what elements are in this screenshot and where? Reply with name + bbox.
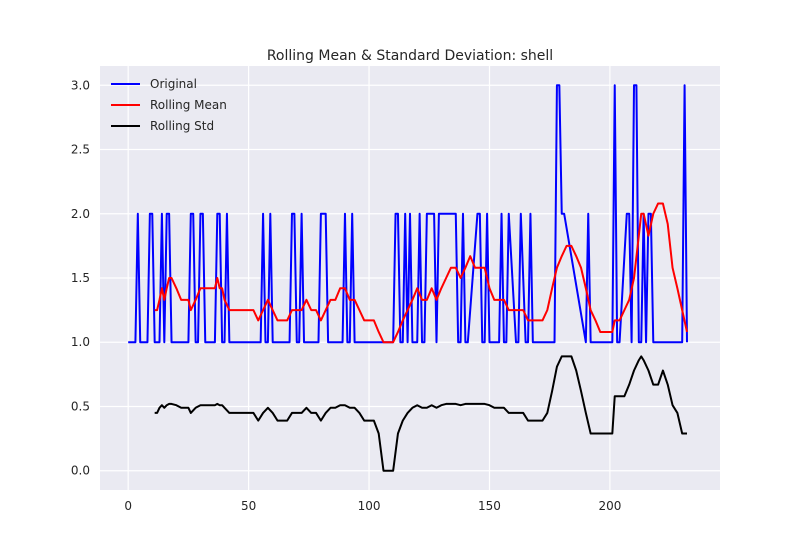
legend-label-rolling-mean: Rolling Mean — [150, 98, 227, 112]
y-tick-label: 0.5 — [71, 399, 90, 413]
x-tick-label: 50 — [241, 499, 256, 513]
legend: Original Rolling Mean Rolling Std — [111, 77, 227, 133]
x-tick-label: 150 — [478, 499, 501, 513]
x-tick-label: 0 — [124, 499, 132, 513]
y-tick-label: 0.0 — [71, 464, 90, 478]
series-line-rolling-mean — [154, 202, 688, 344]
y-tick-label: 1.5 — [71, 271, 90, 285]
x-tick-label: 100 — [358, 499, 381, 513]
chart-title: Rolling Mean & Standard Deviation: shell — [267, 48, 553, 64]
legend-label-original: Original — [150, 77, 197, 91]
series-line-rolling-std — [154, 355, 687, 472]
legend-label-rolling-std: Rolling Std — [150, 119, 214, 133]
series-layer — [128, 84, 688, 472]
x-tick-label: 200 — [598, 499, 621, 513]
y-tick-label: 1.0 — [71, 335, 90, 349]
y-tick-label: 3.0 — [71, 78, 90, 92]
y-tick-label: 2.5 — [71, 143, 90, 157]
y-tick-label: 2.0 — [71, 207, 90, 221]
x-tick-labels: 0 50 100 150 200 — [124, 499, 621, 513]
y-tick-labels: 0.0 0.5 1.0 1.5 2.0 2.5 3.0 — [71, 78, 90, 477]
